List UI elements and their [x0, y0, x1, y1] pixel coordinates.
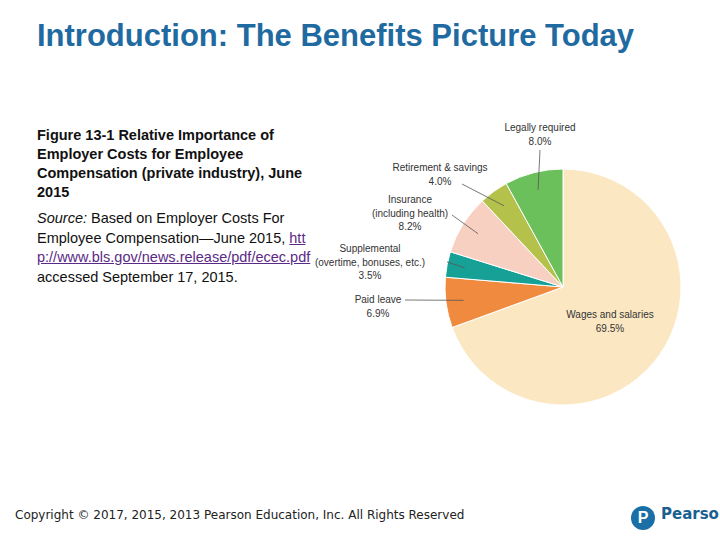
slice-label: Legally required: [504, 122, 575, 133]
value-label: 8.2%: [399, 221, 422, 232]
slice-label: Insurance: [388, 194, 432, 205]
leader-line: [405, 300, 464, 301]
logo-text: Pearson: [661, 505, 720, 523]
slice-label: Supplemental: [339, 243, 400, 254]
slice-label: (overtime, bonuses, etc.): [315, 257, 425, 268]
value-label: 69.5%: [596, 323, 624, 334]
leader-line: [462, 184, 504, 206]
slice-label: Retirement & savings: [392, 162, 487, 173]
value-label: 4.0%: [429, 176, 452, 187]
source-accessed: accessed September 17, 2015.: [37, 269, 238, 285]
value-label: 6.9%: [367, 308, 390, 319]
pie-slice: [506, 169, 563, 287]
slide: Introduction: The Benefits Picture Today…: [0, 0, 720, 540]
slice-label: Wages and salaries: [566, 309, 653, 320]
source-note: Source: Based on Employer Costs For Empl…: [37, 209, 319, 287]
pie-chart: Wages and salaries 69.5% Paid leave 6.9% Sup…: [0, 0, 720, 540]
labels: Wages and salaries 69.5% Paid leave 6.9% Sup…: [315, 122, 654, 334]
slices: [445, 169, 681, 405]
slide-title: Introduction: The Benefits Picture Today: [37, 14, 647, 57]
value-label: 8.0%: [529, 136, 552, 147]
figure-caption: Figure 13-1 Relative Importance of Emplo…: [37, 126, 329, 202]
leader-line: [447, 262, 465, 268]
copyright: Copyright © 2017, 2015, 2013 Pearson Edu…: [15, 508, 464, 522]
leader-line: [538, 150, 540, 190]
slice-label: Paid leave: [355, 294, 402, 305]
value-label: 3.5%: [359, 270, 382, 281]
logo-mark: P: [631, 506, 655, 530]
leader-line: [452, 215, 478, 234]
slice-label: (including health): [372, 208, 448, 219]
source-label: Source:: [37, 210, 87, 226]
